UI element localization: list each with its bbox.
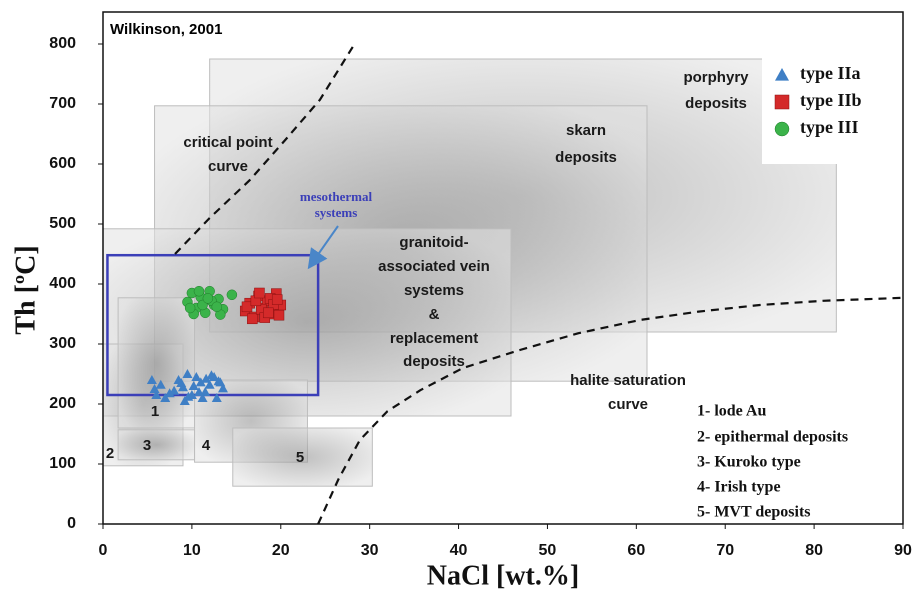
region bbox=[232, 427, 373, 487]
region bbox=[117, 429, 196, 461]
key-item: 5- MVT deposits bbox=[697, 504, 811, 521]
y-tick-label: 200 bbox=[49, 395, 76, 412]
region-label: 3 bbox=[143, 437, 151, 454]
region-label: deposits bbox=[403, 353, 465, 370]
key-item: 3- Kuroko type bbox=[697, 454, 801, 471]
point bbox=[193, 285, 205, 297]
box-label: mesothermal bbox=[300, 189, 373, 204]
point bbox=[188, 381, 199, 390]
curves bbox=[174, 43, 903, 524]
region-label: granitoid- bbox=[399, 234, 468, 251]
x-tick-label: 50 bbox=[539, 542, 557, 559]
point bbox=[151, 390, 162, 399]
point bbox=[241, 301, 253, 313]
region-label: 4 bbox=[202, 437, 211, 454]
key-item: 4- Irish type bbox=[697, 479, 781, 496]
legend-marker bbox=[774, 121, 790, 137]
x-tick-label: 60 bbox=[627, 542, 645, 559]
region-label: associated vein bbox=[378, 258, 490, 275]
legend-label: type IIa bbox=[800, 63, 861, 83]
x-tick-label: 30 bbox=[361, 542, 379, 559]
point bbox=[155, 379, 166, 389]
legend-label: type III bbox=[800, 117, 859, 137]
point bbox=[197, 393, 208, 402]
point bbox=[254, 287, 265, 299]
box-label: systems bbox=[315, 205, 358, 220]
region-label: porphyry bbox=[683, 69, 749, 86]
y-tick-label: 600 bbox=[49, 155, 76, 172]
x-tick-label: 70 bbox=[716, 542, 734, 559]
point bbox=[226, 289, 238, 301]
point bbox=[201, 373, 212, 383]
point bbox=[164, 388, 175, 398]
curve bbox=[174, 43, 356, 255]
point bbox=[218, 383, 228, 393]
y-tick-label: 300 bbox=[49, 335, 76, 352]
point bbox=[204, 379, 215, 389]
point bbox=[247, 313, 258, 325]
curve-label: critical point bbox=[183, 134, 272, 151]
x-tick-label: 20 bbox=[272, 542, 290, 559]
point bbox=[176, 378, 187, 387]
y-tick-label: 500 bbox=[49, 215, 76, 232]
points bbox=[146, 285, 287, 405]
annotation: Wilkinson, 2001 bbox=[110, 21, 222, 38]
region-label: deposits bbox=[685, 95, 747, 112]
curve-label: curve bbox=[208, 158, 248, 175]
region-label: & bbox=[429, 306, 440, 323]
point bbox=[215, 377, 226, 387]
point bbox=[149, 384, 160, 393]
x-tick-label: 80 bbox=[805, 542, 823, 559]
region bbox=[117, 297, 196, 429]
regions bbox=[102, 58, 837, 487]
x-axis-label: NaCl [wt.%] bbox=[427, 560, 579, 591]
plot-frame bbox=[102, 11, 904, 525]
legend: type IIa type IIb type III bbox=[762, 58, 892, 164]
point bbox=[211, 301, 223, 313]
point bbox=[183, 391, 194, 401]
curve bbox=[317, 296, 903, 524]
curve-label: halite saturation bbox=[570, 372, 686, 389]
x-tick-label: 90 bbox=[894, 542, 912, 559]
point bbox=[160, 393, 171, 402]
region-label: systems bbox=[404, 282, 464, 299]
y-axis-label: Th [ºC] bbox=[10, 245, 41, 334]
region-label: 2 bbox=[106, 445, 114, 462]
legend-label: type IIb bbox=[800, 90, 862, 110]
region-label: 5 bbox=[296, 449, 304, 466]
region-label: replacement bbox=[390, 330, 478, 347]
point bbox=[194, 387, 204, 396]
point bbox=[206, 370, 217, 380]
y-tick-label: 700 bbox=[49, 95, 76, 112]
point bbox=[195, 377, 206, 387]
point bbox=[146, 375, 157, 384]
region-label: skarn bbox=[566, 122, 606, 139]
point bbox=[184, 302, 196, 314]
y-tick-label: 100 bbox=[49, 455, 76, 472]
y-tick-label: 0 bbox=[67, 515, 76, 532]
axes: 0 10 20 30 40 50 60 70 80 90 0 100 200 300 400 500 600 70… bbox=[49, 35, 912, 559]
mesothermal-box bbox=[106, 253, 320, 397]
point bbox=[273, 309, 285, 321]
point bbox=[271, 294, 283, 305]
y-tick-label: 800 bbox=[49, 35, 76, 52]
legend-marker bbox=[774, 94, 790, 110]
point bbox=[202, 293, 214, 304]
key-item: 1- lode Au bbox=[697, 403, 766, 420]
point bbox=[263, 307, 274, 319]
point bbox=[191, 372, 202, 381]
point bbox=[182, 369, 193, 378]
point bbox=[211, 393, 222, 402]
region-label: deposits bbox=[555, 149, 617, 166]
region-label: 1 bbox=[151, 403, 159, 420]
curve-label: curve bbox=[608, 396, 648, 413]
x-tick-label: 40 bbox=[450, 542, 468, 559]
key-item: 2- epithermal deposits bbox=[697, 429, 848, 446]
legend-marker bbox=[775, 68, 789, 81]
x-tick-label: 0 bbox=[99, 542, 108, 559]
y-tick-label: 400 bbox=[49, 275, 76, 292]
x-tick-label: 10 bbox=[183, 542, 201, 559]
arrow bbox=[307, 225, 339, 270]
